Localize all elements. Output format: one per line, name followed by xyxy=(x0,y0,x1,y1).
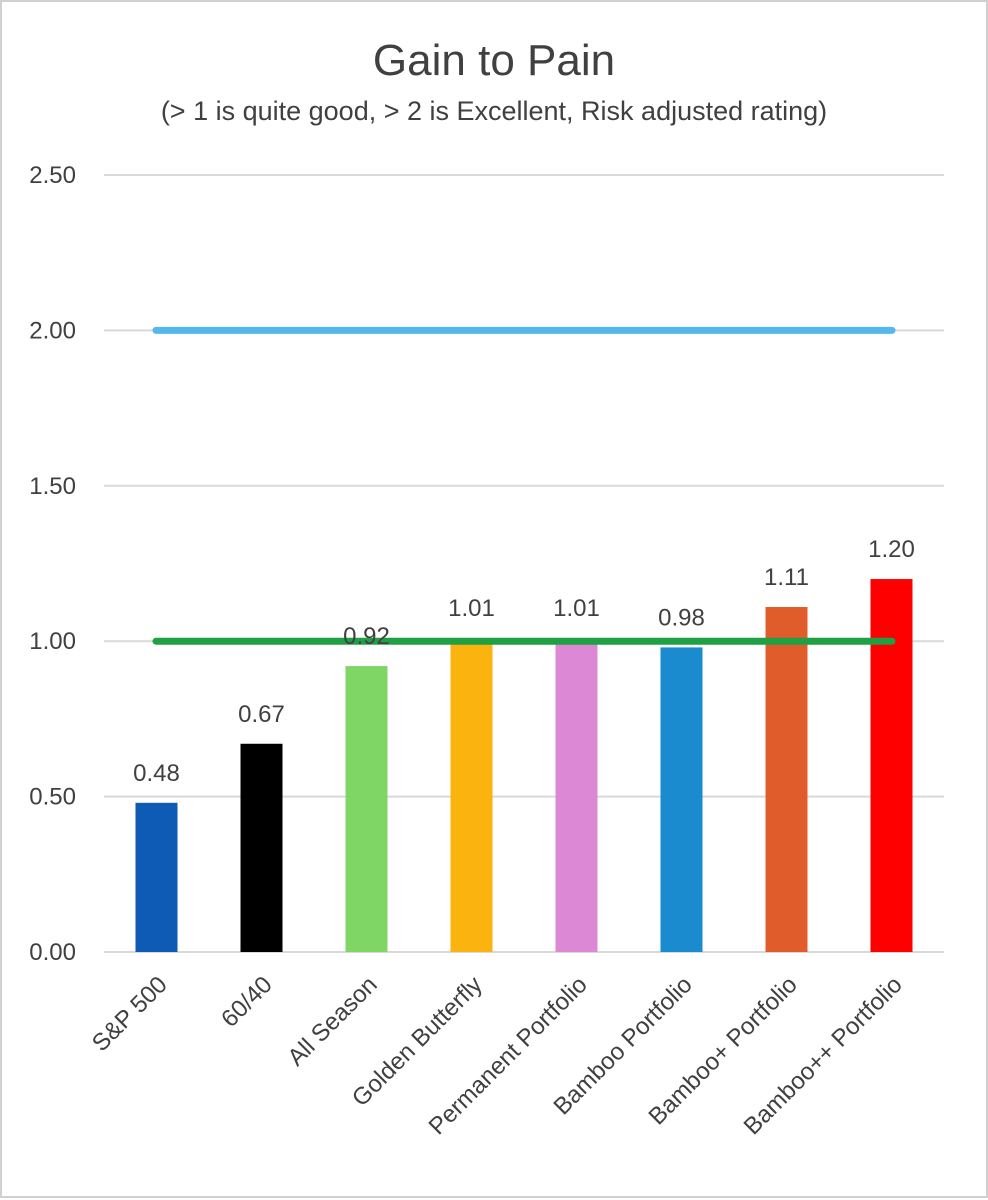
data-label: 1.01 xyxy=(448,595,495,622)
data-label: 0.92 xyxy=(343,623,390,650)
data-labels: 0.48 0.67 0.92 1.01 1.01 0.98 1.11 1.20 xyxy=(133,536,915,787)
bar xyxy=(240,743,283,952)
data-label: 1.11 xyxy=(764,564,809,591)
bar xyxy=(450,638,493,952)
y-axis-ticks: 0.00 0.50 1.00 1.50 2.00 2.50 xyxy=(29,162,76,966)
category-label: 60/40 xyxy=(216,971,278,1033)
category-label: S&P 500 xyxy=(87,971,173,1057)
y-tick-label: 2.50 xyxy=(29,162,76,189)
y-tick-label: 0.50 xyxy=(29,784,76,811)
reference-lines xyxy=(152,326,896,645)
bar xyxy=(765,607,808,952)
y-tick-label: 1.00 xyxy=(29,628,76,655)
chart-title: Gain to Pain xyxy=(372,36,616,85)
bar xyxy=(135,802,178,952)
chart-subtitle: (> 1 is quite good, > 2 is Excellent, Ri… xyxy=(160,96,828,126)
category-label: All Season xyxy=(283,971,383,1071)
y-tick-label: 0.00 xyxy=(29,939,76,966)
bar xyxy=(660,647,703,952)
bars xyxy=(135,579,913,952)
bar xyxy=(345,666,388,952)
bar xyxy=(555,638,598,952)
y-tick-label: 1.50 xyxy=(29,473,76,500)
data-label: 0.48 xyxy=(133,760,180,787)
data-label: 0.67 xyxy=(238,701,285,728)
data-label: 1.20 xyxy=(868,536,915,563)
bar xyxy=(870,579,913,952)
gridlines xyxy=(104,174,944,953)
data-label: 0.98 xyxy=(658,604,705,631)
y-tick-label: 2.00 xyxy=(29,317,76,344)
data-label: 1.01 xyxy=(553,595,600,622)
